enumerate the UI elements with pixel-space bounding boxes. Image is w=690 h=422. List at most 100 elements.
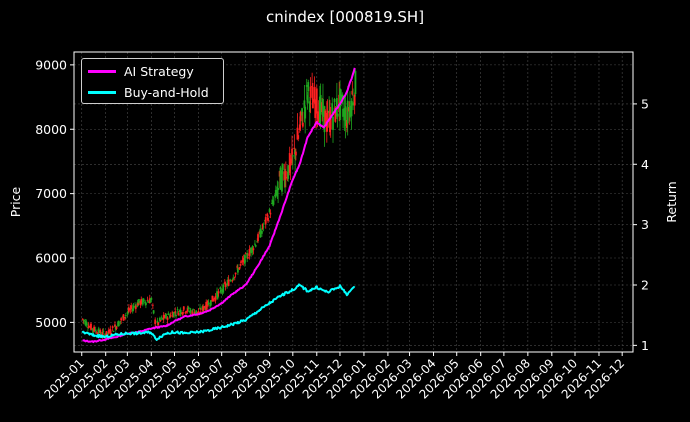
candle-body [283,171,286,181]
candle-body [169,314,172,317]
candle-body [150,297,153,300]
y-tick-label-left: 5000 [35,315,67,330]
candle-body [189,309,192,312]
candle-body [85,321,88,326]
lines-layer [81,67,356,344]
candle-body [205,301,208,310]
candle-body [342,108,344,117]
candle-body [83,319,85,322]
legend-item-ai-strategy: AI Strategy [88,62,194,80]
candle-body [306,95,309,103]
candle-body [176,309,179,310]
candle-body [281,164,284,170]
candle-body [230,280,232,282]
candle-body [191,311,194,315]
candle-body [209,305,211,307]
candle-body [281,170,283,192]
candle-body [234,272,237,275]
candle-body [115,326,118,329]
candle-body [291,155,294,157]
candle-body [122,314,125,321]
candle-body [333,98,336,103]
candle-body [346,120,348,128]
series-line-buy-and-hold [81,283,356,341]
candle-body [158,318,161,321]
candle-body [107,329,110,333]
candle-body [130,305,133,309]
candle-body [284,179,286,187]
candle-body [147,301,150,303]
candle-body [264,217,267,224]
candle-body [324,110,327,127]
legend-label-buy-and-hold: Buy-and-Hold [124,84,209,100]
candle-body [236,266,239,268]
y-axis-label-right: Return [664,181,679,222]
candle-body [303,100,306,109]
legend: AI Strategy Buy-and-Hold [81,58,224,104]
candle-body [217,291,220,294]
y-tick-label-right: 2 [641,277,649,292]
candle-body [152,310,155,314]
candle-body [319,95,322,115]
candle-body [329,115,332,130]
candle-body [174,311,177,314]
candle-body [146,300,149,302]
candle-body [257,234,259,242]
candle-body [248,249,251,256]
candle-body [284,171,287,180]
candle-body [207,302,210,305]
candle-body [298,124,301,130]
candle-body [93,326,96,332]
candle-body [101,331,104,336]
candle-body [231,280,234,282]
y-tick-label-right: 5 [641,96,649,111]
candle-body [299,112,302,122]
candle-body [166,317,169,320]
candle-body [189,310,191,313]
candle-body [91,328,94,331]
chart-title: cnindex [000819.SH] [265,8,425,26]
candle-body [233,276,236,278]
y-tick-label-left: 6000 [35,251,67,266]
candle-body [160,317,163,319]
candle-body [312,99,314,109]
candle-body [246,253,249,258]
candle-body [95,332,98,334]
candle-body [172,312,175,317]
candle-body [212,298,215,302]
candle-body [171,312,174,314]
candle-body [279,167,282,190]
candle-body [167,313,170,316]
candle-body [247,257,249,259]
candle-body [222,284,225,293]
candle-body [112,330,115,332]
candle-body [317,111,320,123]
candle-body [162,315,165,320]
candle-body [134,306,137,309]
candle-body [97,332,99,335]
candle-body [102,330,105,332]
candle-body [287,165,290,179]
candle-body [142,298,145,302]
candle-body [177,313,180,316]
candlestick-layer [81,69,357,341]
candle-body [131,308,134,312]
candle-body [186,307,189,312]
candle-body [313,87,316,103]
candle-body [109,328,112,334]
candle-body [124,317,126,318]
candle-body [216,292,219,299]
legend-label-ai-strategy: AI Strategy [124,63,194,79]
candle-body [272,200,275,205]
candle-body [138,299,140,303]
candle-body [185,311,188,313]
candle-body [175,314,177,317]
y-tick-label-right: 1 [641,338,649,353]
candle-body [209,300,212,306]
legend-swatch-ai-strategy [88,69,116,73]
candle-body [239,264,242,266]
candle-body [276,186,279,197]
candle-body [97,328,100,334]
candle-body [309,86,312,98]
